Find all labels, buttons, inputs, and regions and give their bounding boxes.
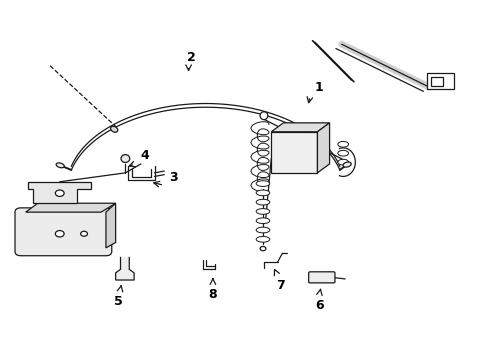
Ellipse shape: [256, 199, 269, 205]
Ellipse shape: [256, 181, 269, 186]
Ellipse shape: [260, 112, 267, 120]
Ellipse shape: [55, 230, 64, 237]
Ellipse shape: [121, 155, 129, 162]
Text: 2: 2: [186, 51, 195, 64]
Text: 4: 4: [140, 149, 148, 162]
Polygon shape: [26, 203, 116, 212]
Ellipse shape: [337, 150, 348, 156]
Ellipse shape: [337, 159, 348, 165]
Ellipse shape: [256, 227, 269, 233]
Ellipse shape: [55, 190, 64, 197]
Text: 8: 8: [208, 288, 217, 301]
FancyBboxPatch shape: [308, 272, 334, 283]
Ellipse shape: [342, 162, 350, 167]
Text: 7: 7: [276, 279, 285, 292]
Text: 5: 5: [114, 296, 122, 309]
Ellipse shape: [56, 163, 64, 168]
Ellipse shape: [256, 218, 269, 224]
Ellipse shape: [256, 237, 269, 242]
Text: 6: 6: [315, 299, 324, 312]
FancyBboxPatch shape: [15, 208, 112, 256]
Ellipse shape: [81, 231, 87, 236]
Text: 3: 3: [169, 171, 178, 184]
Polygon shape: [317, 123, 329, 173]
Ellipse shape: [260, 247, 265, 251]
Polygon shape: [28, 182, 91, 203]
Bar: [426, 73, 453, 89]
Ellipse shape: [256, 190, 269, 196]
Polygon shape: [116, 257, 134, 280]
Bar: [271, 132, 317, 173]
Bar: [430, 77, 442, 86]
Polygon shape: [271, 123, 329, 132]
Polygon shape: [106, 203, 116, 248]
Ellipse shape: [256, 208, 269, 214]
Ellipse shape: [337, 141, 348, 147]
Ellipse shape: [110, 126, 118, 132]
Text: 1: 1: [314, 81, 323, 94]
